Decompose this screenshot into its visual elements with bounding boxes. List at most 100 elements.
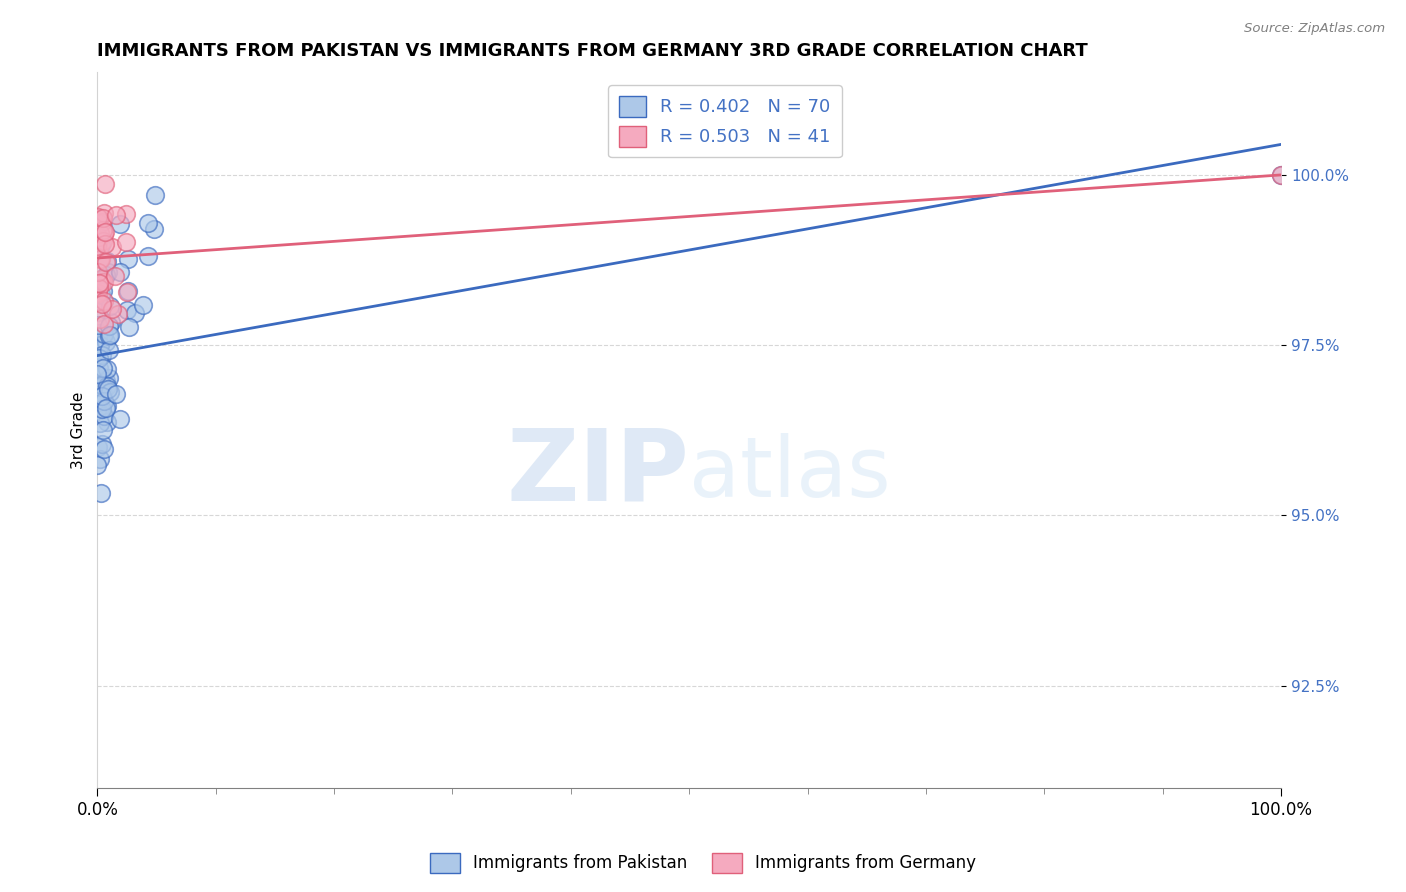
Point [115,285,138,299]
Point [124,306,146,320]
Point [91,361,114,376]
Point [91,389,114,403]
Point [136,215,159,229]
Point [91,423,114,437]
Text: IMMIGRANTS FROM PAKISTAN VS IMMIGRANTS FROM GERMANY 3RD GRADE CORRELATION CHART: IMMIGRANTS FROM PAKISTAN VS IMMIGRANTS F… [97,42,1088,60]
Point [89,401,111,416]
Y-axis label: 3rd Grade: 3rd Grade [72,392,86,469]
Text: ZIP: ZIP [506,425,689,522]
Legend: Immigrants from Pakistan, Immigrants from Germany: Immigrants from Pakistan, Immigrants fro… [423,847,983,880]
Point [115,207,138,221]
Point [87,291,110,305]
Point [96,399,118,413]
Point [94,401,117,416]
Point [87,211,110,226]
Point [97,265,120,279]
Point [89,379,111,393]
Point [86,404,108,418]
Point [108,217,131,231]
Point [138,249,160,263]
Text: Source: ZipAtlas.com: Source: ZipAtlas.com [1244,22,1385,36]
Point [90,272,112,286]
Point [90,287,112,301]
Point [98,329,121,343]
Point [86,440,108,454]
Point [93,293,115,308]
Point [98,371,121,385]
Point [142,222,165,236]
Point [91,222,114,236]
Legend: R = 0.402   N = 70, R = 0.503   N = 41: R = 0.402 N = 70, R = 0.503 N = 41 [607,85,842,157]
Point [89,233,111,247]
Point [117,252,139,266]
Point [90,252,112,267]
Point [89,281,111,295]
Point [96,254,118,268]
Point [1270,168,1292,182]
Point [93,205,115,219]
Point [93,177,115,191]
Point [87,336,110,351]
Point [86,285,108,300]
Point [89,276,111,290]
Point [89,238,111,252]
Point [98,318,121,333]
Point [93,225,115,239]
Point [87,294,110,309]
Point [93,227,115,242]
Point [89,416,111,430]
Point [93,317,115,331]
Point [93,326,115,341]
Point [86,458,108,472]
Point [91,211,114,225]
Point [91,348,114,362]
Point [132,298,155,312]
Point [96,335,118,350]
Point [87,216,110,230]
Point [89,351,111,365]
Point [87,318,110,333]
Text: atlas: atlas [689,433,891,514]
Point [91,235,114,249]
Point [93,394,115,409]
Point [89,452,111,467]
Point [94,374,117,388]
Point [115,302,138,317]
Point [89,252,111,266]
Point [90,215,112,229]
Point [104,268,127,283]
Point [118,320,141,334]
Point [93,409,115,424]
Point [89,226,111,240]
Point [101,240,124,254]
Point [117,284,139,298]
Point [98,299,121,313]
Point [86,239,108,253]
Point [90,485,112,500]
Point [89,311,111,326]
Point [93,442,115,456]
Point [98,327,121,342]
Point [100,315,122,329]
Point [89,391,111,405]
Point [108,265,131,279]
Point [91,284,114,298]
Point [91,437,114,451]
Point [97,343,120,358]
Point [91,276,114,290]
Point [94,237,117,252]
Point [105,208,128,222]
Point [87,265,110,279]
Point [98,385,121,400]
Point [90,378,112,392]
Point [93,275,115,289]
Point [114,235,136,249]
Point [94,268,117,282]
Point [87,395,110,409]
Point [94,255,117,269]
Point [86,305,108,319]
Point [90,402,112,417]
Point [96,378,118,392]
Point [90,297,112,311]
Point [97,382,120,396]
